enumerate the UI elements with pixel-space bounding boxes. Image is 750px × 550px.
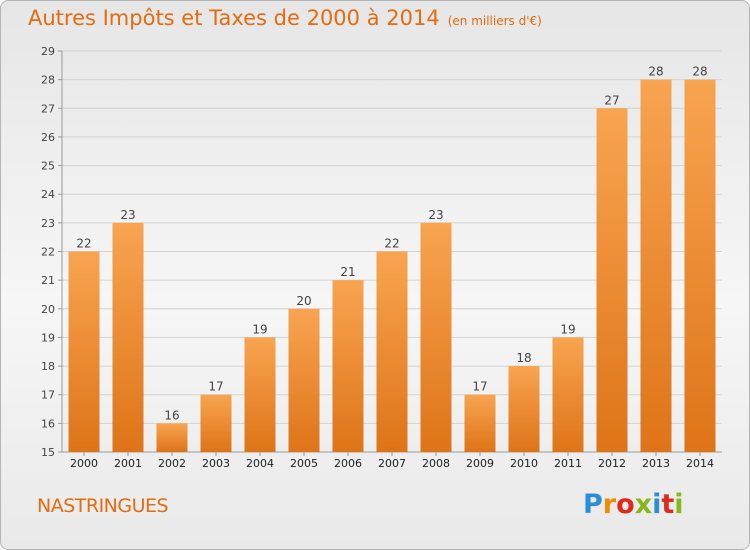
x-tick-label: 2010 [510,457,538,470]
y-tick-label: 20 [41,303,55,316]
y-tick-label: 27 [41,102,55,115]
bar-2009 [464,394,496,452]
chart-title-text: Autres Impôts et Taxes de 2000 à 2014 [28,6,440,30]
x-tick-label: 2003 [202,457,230,470]
bar-value-label: 19 [560,322,575,336]
bar-value-label: 17 [208,380,223,394]
y-tick-label: 17 [41,389,55,402]
y-tick-label: 28 [41,74,55,87]
bar-value-label: 16 [164,408,179,422]
bar-value-label: 20 [296,294,311,308]
x-tick-label: 2006 [334,457,362,470]
x-tick-label: 2004 [246,457,274,470]
y-tick-label: 25 [41,160,55,173]
logo-letter: t [661,489,675,520]
x-tick-label: 2008 [422,457,450,470]
y-tick-label: 16 [41,417,55,430]
x-tick-label: 2002 [158,457,186,470]
logo-letter: P [583,489,603,520]
bar-2005 [288,308,320,452]
y-tick-label: 24 [41,188,55,201]
commune-name: NASTRINGUES [37,495,169,517]
x-tick-label: 2013 [642,457,670,470]
bar-2011 [552,337,584,452]
y-tick-label: 18 [41,360,55,373]
bar-2001 [112,222,144,452]
bar-2003 [200,394,232,452]
y-tick-label: 29 [41,45,55,58]
y-tick-label: 23 [41,217,55,230]
bar-2012 [596,108,628,453]
bar-value-label: 18 [516,351,531,365]
logo-letter: i [674,489,684,520]
labels: 22 2000 23 2001 16 2002 17 2003 19 2004 20 2005 21 20… [70,65,714,470]
logo-letter: o [616,489,635,520]
x-tick-label: 2007 [378,457,406,470]
bar-2002 [156,423,188,452]
chart-title: Autres Impôts et Taxes de 2000 à 2014 (en… [28,6,542,30]
chart-subtitle: (en milliers d'€) [447,14,542,28]
y-tick-label: 22 [41,246,55,259]
bar-value-label: 22 [384,237,399,251]
x-tick-label: 2005 [290,457,318,470]
bars [68,79,716,453]
bar-value-label: 17 [472,380,487,394]
bar-2013 [640,79,672,453]
x-tick-label: 2009 [466,457,494,470]
bar-value-label: 19 [252,322,267,336]
bar-2014 [684,79,716,453]
bar-2010 [508,366,540,452]
bar-value-label: 23 [428,208,443,222]
proxiti-logo: Proxiti [583,489,684,520]
logo-letter: i [652,489,662,520]
bar-2004 [244,337,276,452]
y-tick-label: 26 [41,131,55,144]
x-tick-label: 2014 [686,457,714,470]
bar-value-label: 23 [120,208,135,222]
bar-value-label: 28 [648,65,663,79]
bar-value-label: 21 [340,265,355,279]
bar-2007 [376,251,408,452]
logo-letter: x [634,489,653,520]
bar-value-label: 28 [692,65,707,79]
bar-value-label: 27 [604,93,619,107]
x-tick-label: 2001 [114,457,142,470]
bar-2000 [68,251,100,452]
logo-letter: r [602,489,617,520]
x-tick-label: 2000 [70,457,98,470]
bar-2008 [420,222,452,452]
y-tick-label: 15 [41,446,55,459]
bar-2006 [332,280,364,452]
bar-value-label: 22 [76,237,91,251]
y-tick-label: 19 [41,331,55,344]
x-tick-label: 2012 [598,457,626,470]
y-tick-label: 21 [41,274,55,287]
x-tick-label: 2011 [554,457,582,470]
